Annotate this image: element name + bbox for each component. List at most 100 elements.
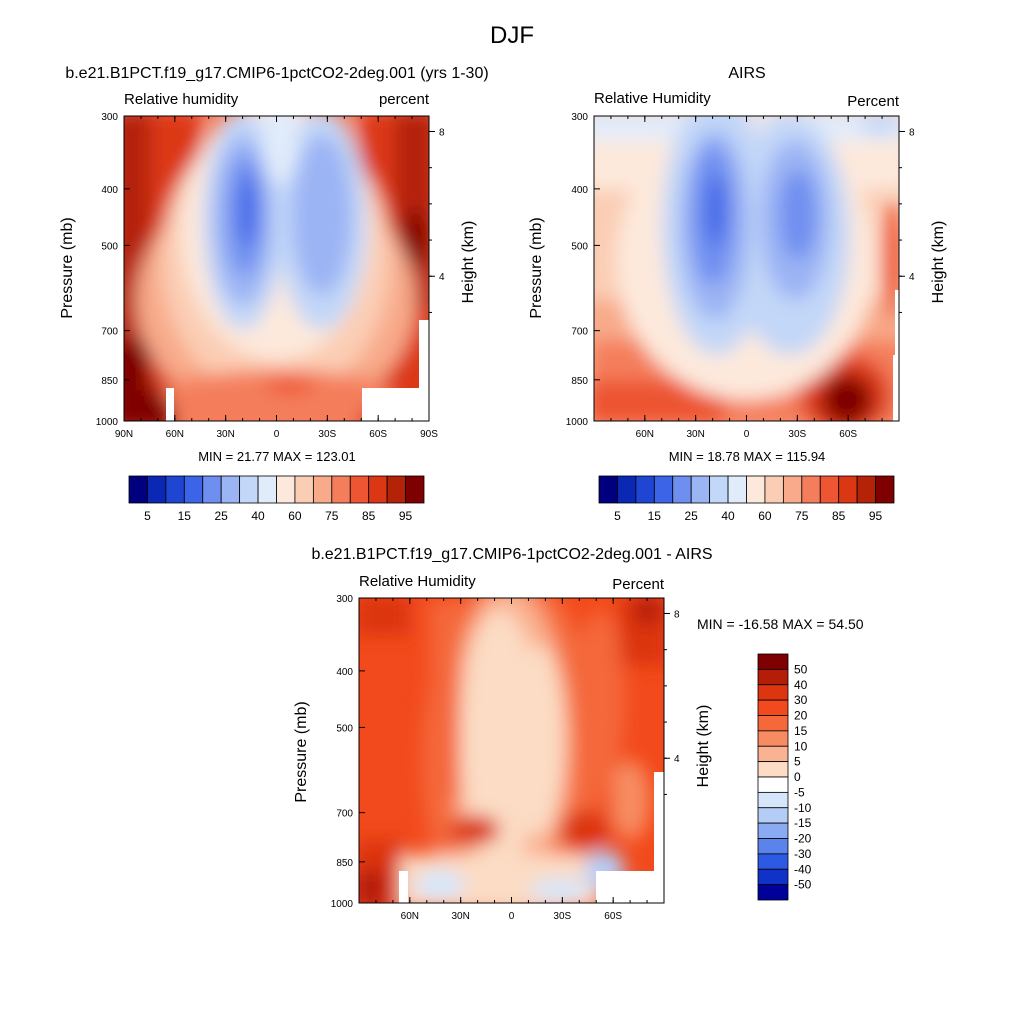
colorbar-swatch xyxy=(757,715,789,732)
colorbar-label: 15 xyxy=(178,509,192,523)
colorbar-label: 40 xyxy=(721,509,735,523)
y-tick-label: 1000 xyxy=(96,417,119,428)
y-tick-label: 1000 xyxy=(331,899,354,910)
colorbar-label: 5 xyxy=(144,509,151,523)
colorbar-swatch xyxy=(147,475,167,504)
colorbar-swatch xyxy=(757,868,789,886)
colorbar-label: 95 xyxy=(399,509,413,523)
x-tick-label: 60N xyxy=(401,911,419,922)
colorbar-swatch xyxy=(276,475,296,504)
y-axis-label: Pressure (mb) xyxy=(59,217,76,318)
x-tick-label: 90N xyxy=(115,429,133,440)
y-tick-label: 300 xyxy=(101,112,118,123)
y-tick-label: 500 xyxy=(336,723,353,734)
colorbar-swatch xyxy=(220,475,241,504)
colorbar-label: 60 xyxy=(288,509,302,523)
colorbar: 5 15 25 40 60 75 85 95 xyxy=(128,475,425,523)
colorbar-label: 40 xyxy=(251,509,265,523)
x-tick-label: 0 xyxy=(744,429,750,440)
colorbar-swatch xyxy=(331,475,351,504)
min-max-text: MIN = 21.77 MAX = 123.01 xyxy=(198,449,356,464)
colorbar-label: 15 xyxy=(794,724,808,738)
colorbar-label: 25 xyxy=(685,509,699,523)
x-tick-label: 60N xyxy=(166,429,184,440)
colorbar-swatch xyxy=(757,838,789,855)
height-tick-label: 8 xyxy=(439,127,445,138)
y-tick-label: 400 xyxy=(571,185,588,196)
panel-title: b.e21.B1PCT.f19_g17.CMIP6-1pctCO2-2deg.0… xyxy=(65,65,488,82)
axes: 60N 30N 0 30S 60S 300 400 500 700 850 1000 8 4 xyxy=(566,112,915,440)
panel-difference: b.e21.B1PCT.f19_g17.CMIP6-1pctCO2-2deg.0… xyxy=(293,546,864,922)
x-tick-label: 60S xyxy=(839,429,857,440)
colorbar-label: -10 xyxy=(794,801,812,815)
colorbar-swatch xyxy=(838,475,858,504)
panel-model: b.e21.B1PCT.f19_g17.CMIP6-1pctCO2-2deg.0… xyxy=(59,65,489,523)
y-tick-label: 300 xyxy=(336,594,353,605)
colorbar: 5 15 25 40 60 75 85 95 xyxy=(598,475,895,523)
colorbar-swatch xyxy=(202,475,222,504)
x-tick-label: 60S xyxy=(604,911,622,922)
x-tick-label: 30N xyxy=(451,911,469,922)
x-tick-label: 30N xyxy=(216,429,234,440)
colorbar-swatch xyxy=(801,475,821,504)
colorbar-swatch xyxy=(598,475,618,504)
colorbar-swatch xyxy=(757,853,789,870)
colorbar-swatch xyxy=(782,475,803,504)
colorbar-label: 10 xyxy=(794,739,808,753)
x-tick-label: 30S xyxy=(788,429,806,440)
y-tick-label: 700 xyxy=(101,327,118,338)
contour-field xyxy=(594,116,899,421)
right-axis-label: Height (km) xyxy=(695,705,712,788)
colorbar-swatch xyxy=(386,475,406,504)
height-tick-label: 8 xyxy=(674,609,680,620)
contour-field xyxy=(124,116,429,421)
colorbar-swatch xyxy=(709,475,729,504)
axes: 90N 60N 30N 0 30S 60S 90S 300 400 500 700 850 1000 8 4 xyxy=(96,112,445,440)
colorbar-swatch xyxy=(764,475,784,504)
colorbar-swatch xyxy=(757,668,789,686)
colorbar-swatch xyxy=(165,475,185,504)
colorbar-swatch xyxy=(349,475,370,504)
colorbar-label: 25 xyxy=(215,509,229,523)
panel-obs: AIRS Relative Humidity Percent xyxy=(528,65,947,523)
contour-field xyxy=(359,598,664,903)
colorbar-swatch xyxy=(257,475,277,504)
colorbar-swatch xyxy=(312,475,333,504)
right-string: Percent xyxy=(847,93,900,110)
axes: 60N 30N 0 30S 60S 300 400 500 700 850 1000 8 4 xyxy=(331,594,680,922)
colorbar-swatch xyxy=(757,776,789,793)
height-tick-label: 4 xyxy=(909,272,915,283)
colorbar-swatch xyxy=(727,475,747,504)
colorbar-label: 50 xyxy=(794,662,808,676)
colorbar-swatch xyxy=(757,791,789,809)
min-max-text: MIN = 18.78 MAX = 115.94 xyxy=(669,449,826,464)
colorbar-swatch xyxy=(819,475,840,504)
colorbar-label: 15 xyxy=(648,509,662,523)
right-axis-label: Height (km) xyxy=(930,221,947,304)
y-tick-label: 850 xyxy=(571,376,588,387)
left-string: Relative Humidity xyxy=(359,573,476,590)
colorbar-swatch xyxy=(405,475,425,504)
y-tick-label: 500 xyxy=(101,241,118,252)
x-tick-label: 30N xyxy=(686,429,704,440)
height-tick-label: 4 xyxy=(674,754,680,765)
y-tick-label: 1000 xyxy=(566,417,589,428)
left-string: Relative humidity xyxy=(124,91,239,108)
height-tick-label: 4 xyxy=(439,272,445,283)
x-tick-label: 90S xyxy=(420,429,438,440)
colorbar-label: -15 xyxy=(794,816,812,830)
colorbar-label: 5 xyxy=(794,755,801,769)
colorbar-swatch xyxy=(875,475,895,504)
colorbar-label: 20 xyxy=(794,709,808,723)
colorbar-swatch xyxy=(635,475,655,504)
colorbar-swatch xyxy=(239,475,259,504)
colorbar-label: -40 xyxy=(794,862,812,876)
colorbar-swatch xyxy=(757,699,789,716)
x-tick-label: 60S xyxy=(369,429,387,440)
y-tick-label: 300 xyxy=(571,112,588,123)
colorbar-swatch xyxy=(653,475,674,504)
colorbar-label: -5 xyxy=(794,785,805,799)
min-max-text: MIN = -16.58 MAX = 54.50 xyxy=(697,616,864,632)
